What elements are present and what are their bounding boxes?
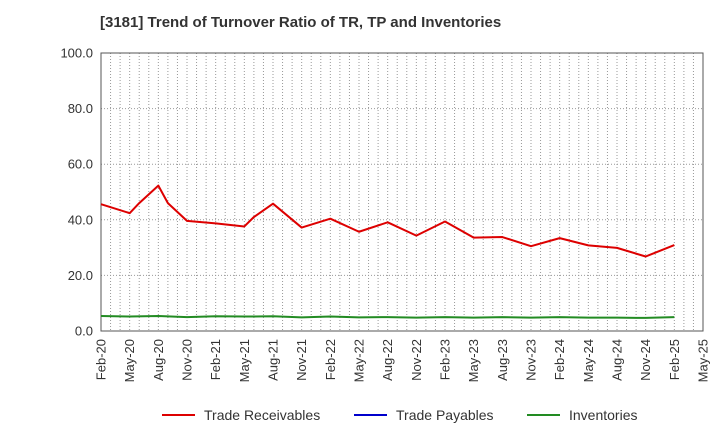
y-tick-label: 40.0 [68,212,93,227]
x-tick-label: Feb-22 [323,339,338,380]
x-tick-label: May-22 [352,339,367,382]
x-tick-label: Aug-24 [610,339,625,381]
plot-area [101,53,703,331]
x-tick-label: May-21 [237,339,252,382]
x-tick-label: Feb-20 [94,339,109,380]
x-tick-label: Nov-20 [180,339,195,381]
series-line-trade-receivables [100,184,675,258]
series-line-inventories [100,314,675,319]
x-tick-label: May-23 [466,339,481,382]
legend-label-trade-receivables: Trade Receivables [204,407,320,423]
x-tick-label: May-24 [581,339,596,382]
y-tick-label: 60.0 [68,157,93,172]
x-tick-label: Feb-25 [667,339,682,380]
x-tick-label: Nov-23 [524,339,539,381]
x-tick-label: Aug-23 [495,339,510,381]
x-tick-label: Feb-24 [552,339,567,380]
y-tick-label: 0.0 [75,324,93,339]
x-tick-label: Aug-21 [266,339,281,381]
x-tick-label: Feb-23 [438,339,453,380]
x-tick-label: May-20 [122,339,137,382]
x-tick-label: Feb-21 [208,339,223,380]
plot-border [100,52,704,332]
legend-label-trade-payables: Trade Payables [396,407,494,423]
legend-label-inventories: Inventories [569,407,637,423]
x-tick-label: Nov-21 [294,339,309,381]
y-tick-label: 20.0 [68,268,93,283]
x-tick-label: May-25 [696,339,711,382]
y-tick-label: 100.0 [60,46,93,61]
x-tick-label: Aug-20 [151,339,166,381]
x-tick-label: Aug-22 [380,339,395,381]
chart-title: [3181] Trend of Turnover Ratio of TR, TP… [100,14,502,31]
x-tick-label: Nov-22 [409,339,424,381]
y-tick-label: 80.0 [68,101,93,116]
x-tick-label: Nov-24 [638,339,653,381]
